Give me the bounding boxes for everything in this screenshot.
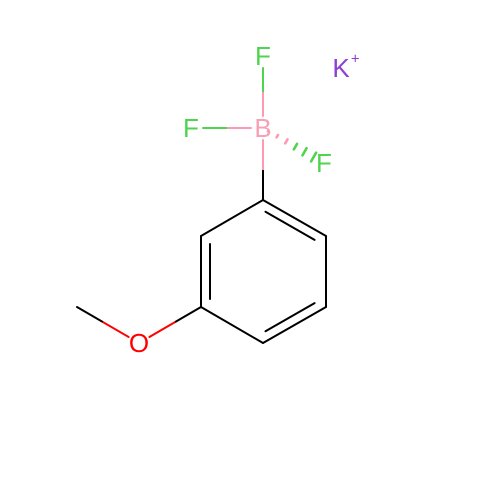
atom-label-o: O	[129, 328, 149, 358]
atom-label-k: K	[332, 53, 350, 83]
atom-label-b: B	[254, 113, 271, 143]
molecule-canvas: B F F F O K+	[0, 0, 500, 500]
labels-layer: B F F F O K+	[129, 41, 360, 358]
atom-label-f1: F	[255, 41, 271, 71]
bonds-layer	[77, 68, 326, 343]
atom-label-f3: F	[316, 148, 332, 178]
atom-charge-k: +	[351, 50, 360, 67]
atom-label-f2: F	[183, 113, 199, 143]
